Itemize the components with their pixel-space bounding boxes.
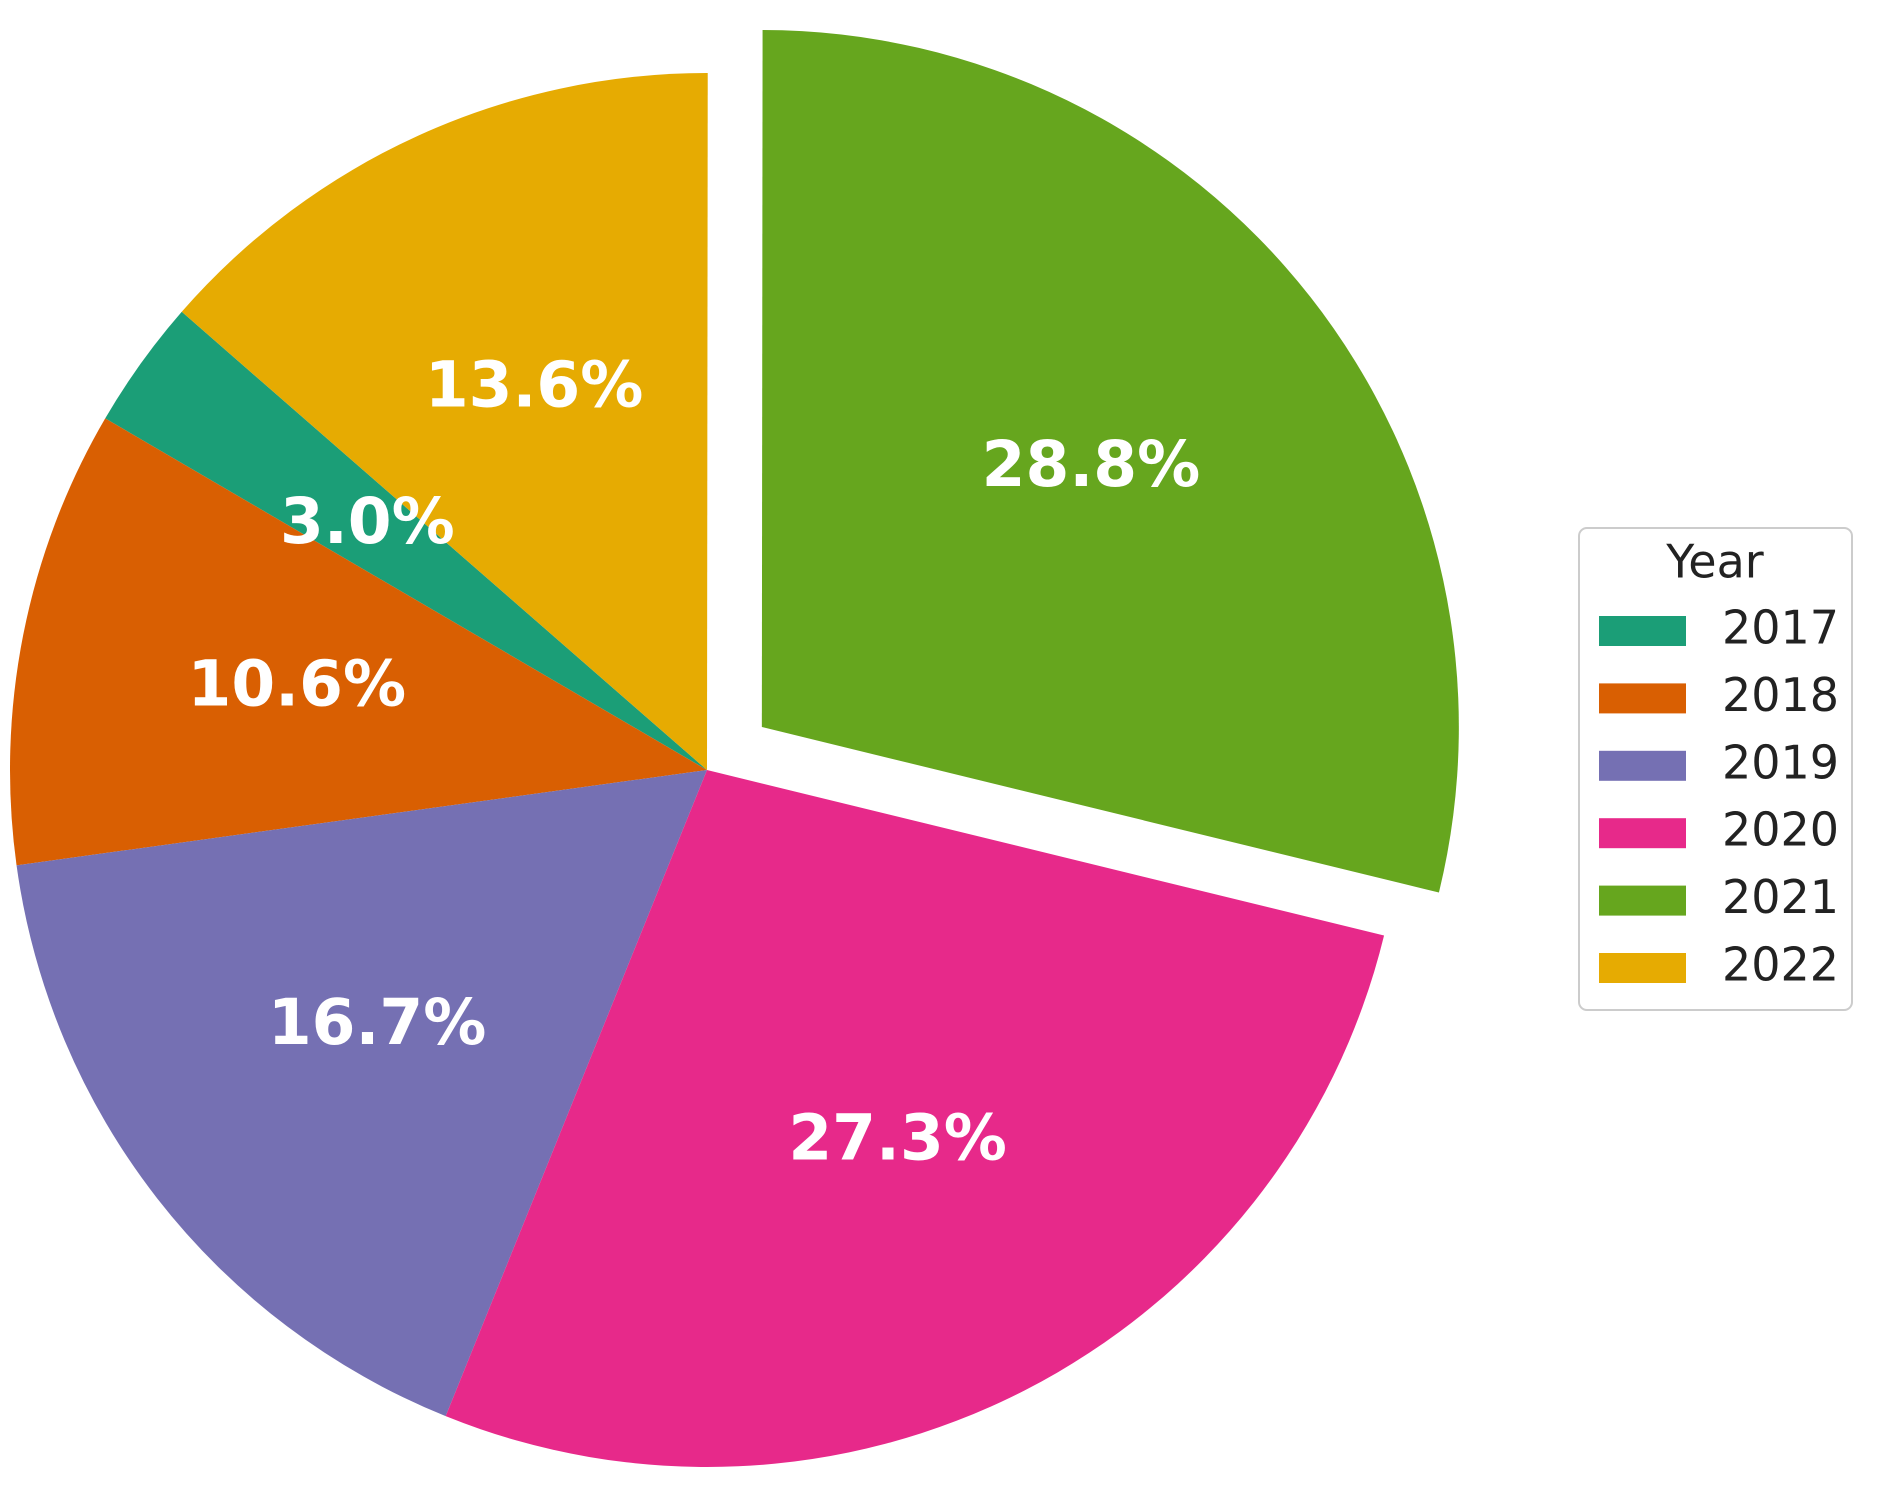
pie bbox=[9, 29, 1459, 1467]
legend-swatch bbox=[1599, 750, 1686, 781]
data-label: 28.8% bbox=[982, 428, 1201, 501]
legend-swatch bbox=[1599, 616, 1686, 646]
legend-label: 2018 bbox=[1722, 668, 1839, 722]
pie-slice bbox=[761, 29, 1459, 893]
pie-slice bbox=[105, 311, 707, 770]
legend-swatch bbox=[1599, 683, 1686, 714]
pie-slice bbox=[445, 770, 1385, 1467]
pie-slice bbox=[181, 73, 708, 770]
data-label: 13.6% bbox=[425, 348, 644, 421]
legend-swatch bbox=[1599, 885, 1686, 916]
pie-labels: 3.0% 10.6% 16.7% 27.3% 28.8% 13.6% bbox=[188, 348, 1201, 1174]
legend-label: 2021 bbox=[1722, 870, 1839, 924]
legend-title: Year bbox=[1665, 535, 1763, 589]
legend: Year 2017 2018 2019 2020 2021 2022 bbox=[1578, 527, 1853, 1011]
data-label: 27.3% bbox=[788, 1101, 1007, 1174]
data-label: 10.6% bbox=[188, 648, 407, 721]
pie-slice bbox=[16, 770, 707, 1417]
legend-label: 2020 bbox=[1722, 803, 1839, 857]
data-label: 3.0% bbox=[280, 485, 455, 558]
legend-swatch bbox=[1599, 953, 1686, 983]
legend-label: 2019 bbox=[1722, 735, 1839, 789]
legend-label: 2022 bbox=[1722, 938, 1839, 992]
legend-swatch bbox=[1599, 818, 1686, 849]
pie-slice bbox=[9, 418, 707, 866]
data-label: 16.7% bbox=[268, 986, 487, 1059]
legend-label: 2017 bbox=[1722, 601, 1839, 655]
